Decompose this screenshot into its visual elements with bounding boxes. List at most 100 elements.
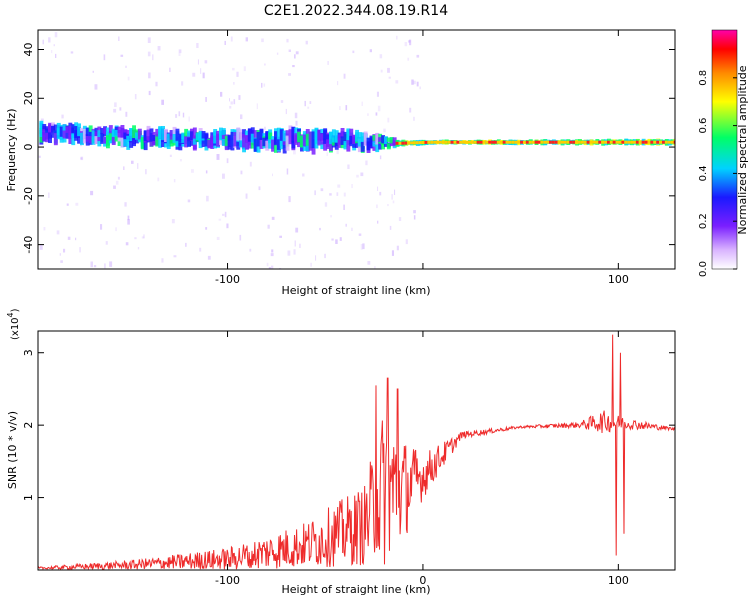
spectrogram-core [537,140,542,144]
spectrogram-speckle [388,76,391,79]
spectrogram-core [496,140,501,144]
spectrogram-speckle [230,101,233,105]
spectrogram-speckle [43,227,46,231]
spectrogram-core [659,140,663,144]
spectrogram-core [511,140,516,144]
spectrogram-speckle [413,116,415,121]
spectrogram-core [566,140,571,144]
spectrogram-cell [308,131,313,149]
spectrogram-cell [103,127,107,134]
spectrogram-speckle [395,80,399,84]
spectrogram-core [612,140,617,144]
spectrogram-cell [111,136,116,145]
spectrogram-cell [311,131,316,149]
spectrogram-speckle [396,245,399,251]
spectrogram-speckle [294,240,296,247]
spectrogram-speckle [310,262,312,267]
spectrogram-core [523,140,527,144]
spectrogram-speckle [396,35,398,40]
spectrogram-speckle [411,79,414,85]
spectrogram-cell [53,133,58,146]
spectrogram-cell [302,134,307,147]
spectrogram-core [499,140,504,144]
spectrogram-cell [190,131,194,141]
spectrogram-cell [53,124,58,134]
spectrogram-core [543,140,548,144]
spectrogram-cell [279,129,284,141]
spectrogram-core [439,140,443,144]
spectrogram-speckle [103,54,106,61]
spectrogram-speckle [345,105,348,111]
spectrogram-cell [216,133,220,147]
spectrogram-speckle [238,95,241,100]
spectrogram-speckle [42,39,44,45]
spectrogram-cell [132,138,136,147]
spectrogram-cell [224,135,229,147]
spectrogram-cell [288,129,293,145]
spectrogram-speckle [239,234,242,241]
spectrogram-core [430,140,435,144]
spectrogram-speckle [63,248,66,253]
spectrogram-core [427,140,432,144]
spectrogram-cell [274,137,278,146]
spectrogram-core [470,140,475,144]
spectrogram-cell [389,137,394,144]
spectrogram-cell [158,133,163,148]
spectrogram-cell [372,134,377,141]
spectrogram-cell [192,138,197,145]
spectrogram-speckle [365,160,368,166]
spectrogram-speckle [113,185,116,189]
spectrogram-cell [372,143,377,151]
spectrogram-cell [349,135,354,145]
spectrogram-speckle [261,38,264,43]
spectrogram-cell [216,130,220,140]
spectrogram-cell [250,138,255,149]
spectrogram-cell [178,138,183,151]
spectrogram-speckle [39,144,41,148]
spectrogram-speckle [367,113,369,116]
spectrogram-speckle [147,37,151,43]
spectrogram-speckle [295,51,299,55]
spectrogram-speckle [337,184,341,188]
spectrogram-core [578,140,582,144]
colorbar-tick-label: 0.4 [698,165,709,181]
spectrogram-speckle [178,53,181,56]
spectrogram-speckle [127,76,130,81]
spectrogram-cell [360,141,365,152]
spectrogram-cell [158,126,163,139]
spectrogram-core [583,140,588,144]
spectrogram-speckle [188,116,190,122]
spectrogram-speckle [288,49,291,52]
spectrogram-cell [253,138,258,152]
spectrogram-core [572,140,577,144]
spectrogram-cell [62,130,67,139]
spectrogram-cell [386,143,391,148]
spectrogram-speckle [115,180,119,185]
spectrogram-core [635,140,640,144]
spectrogram-speckle [169,67,171,72]
spectrogram-core [482,140,487,144]
spectrogram-core [638,140,643,144]
spectrogram-speckle [206,195,209,202]
spectrogram-speckle [249,248,252,252]
spectrogram-speckle [205,227,208,230]
spectrogram-cell [56,122,61,135]
spectrogram-speckle [127,219,130,225]
spectrogram-speckle [67,236,71,240]
spectrogram-cell [94,136,99,145]
spectrogram-speckle [376,204,378,209]
spectrogram-core [609,140,614,144]
spectrogram-cell [326,139,330,149]
spectrogram-cell [276,139,281,150]
spectrogram-cell [375,132,380,145]
spectrogram-speckle [279,235,282,238]
spectrogram-speckle [330,215,332,218]
spectrogram-cell [129,137,134,148]
spectrogram-core [580,140,585,144]
spectrogram-speckle [286,168,289,175]
spectrogram-speckle [315,255,317,261]
spectrogram-speckle [182,112,185,118]
spectrogram-speckle [375,112,378,116]
spectrogram-cell [346,140,351,152]
spectrogram-speckle [175,114,178,118]
